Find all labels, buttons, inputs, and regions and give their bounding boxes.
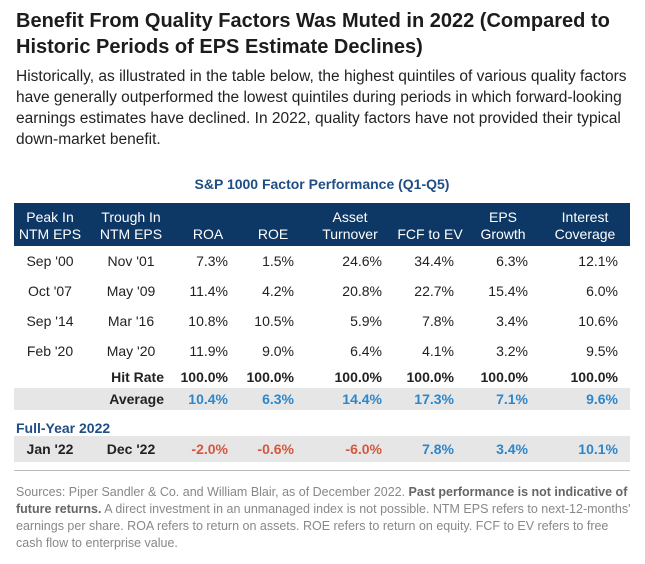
data-row: Sep '14 Mar '16 10.8% 10.5% 5.9% 7.8% 3.4% 10.6… (14, 306, 630, 336)
column-header: Peak In NTM EPS (14, 203, 86, 246)
column-header: ROA (176, 203, 240, 246)
cell: 10.6% (578, 313, 618, 329)
column-header: FCF to EV (394, 203, 466, 246)
cell: May '09 (106, 283, 156, 299)
cell: 24.6% (342, 253, 382, 269)
column-header: ROE (240, 203, 306, 246)
cell: 3.4% (466, 436, 540, 462)
data-row: Oct '07 May '09 11.4% 4.2% 20.8% 22.7% 15.4% 6.… (14, 276, 630, 306)
cell: Sep '14 (26, 313, 74, 329)
cell: 6.0% (586, 283, 618, 299)
intro: Historically, as illustrated in the tabl… (16, 68, 627, 148)
cell: -6.0% (306, 436, 394, 462)
title: Benefit From Quality Factors Was Muted i… (16, 10, 610, 58)
hit-rate-row: Hit Rate 100.0% 100.0% 100.0% 100.0% 100.0% 10… (14, 366, 630, 388)
cell: 7.3% (196, 253, 228, 269)
cell: 6.3% (240, 388, 306, 410)
sources-notes: A direct investment in an unmanaged inde… (16, 502, 631, 550)
cell: Sep '00 (26, 253, 74, 269)
cell: 20.8% (342, 283, 382, 299)
cell: 17.3% (394, 388, 466, 410)
cell: 7.8% (422, 313, 454, 329)
column-header: Asset Turnover (306, 203, 394, 246)
column-header: Trough In NTM EPS (86, 203, 176, 246)
cell: 22.7% (414, 283, 454, 299)
cell: 10.5% (254, 313, 294, 329)
cell: 7.8% (394, 436, 466, 462)
data-row: Feb '20 May '20 11.9% 9.0% 6.4% 4.1% 3.2% 9.5% (14, 336, 630, 366)
data-row: Sep '00 Nov '01 7.3% 1.5% 24.6% 34.4% 6.3% 12.1… (14, 246, 630, 276)
cell: Dec '22 (86, 436, 176, 462)
cell: 9.5% (586, 343, 618, 359)
cell: 1.5% (262, 253, 294, 269)
factor-table: Peak In NTM EPS Trough In NTM EPS ROA ROE As… (14, 203, 630, 462)
cell: Feb '20 (26, 343, 74, 359)
cell: 34.4% (414, 253, 454, 269)
column-header: Interest Coverage (540, 203, 630, 246)
column-header: EPS Growth (466, 203, 540, 246)
divider (14, 470, 630, 471)
cell: -0.6% (240, 436, 306, 462)
cell: 15.4% (488, 283, 528, 299)
table-title: S&P 1000 Factor Performance (Q1-Q5) (194, 176, 450, 192)
cell: 100.0% (334, 369, 382, 385)
cell: 3.2% (496, 343, 528, 359)
section-label: Full-Year 2022 (16, 420, 111, 436)
table-body: Sep '00 Nov '01 7.3% 1.5% 24.6% 34.4% 6.3% 12.1… (14, 246, 630, 462)
cell: Jan '22 (14, 436, 86, 462)
cell: Mar '16 (107, 313, 155, 329)
cell: 7.1% (466, 388, 540, 410)
cell: 10.8% (188, 313, 228, 329)
sources: Sources: Piper Sandler & Co. and William… (16, 484, 631, 552)
cell: 14.4% (306, 388, 394, 410)
full-year-row: Jan '22 Dec '22 -2.0% -0.6% -6.0% 7.8% 3.4% 10.… (14, 436, 630, 462)
cell: -2.0% (176, 436, 240, 462)
cell: 100.0% (406, 369, 454, 385)
average-row: Average 10.4% 6.3% 14.4% 17.3% 7.1% 9.6% (14, 388, 630, 410)
section-row: Full-Year 2022 (14, 410, 630, 436)
sources-disclaimer: Past performance is not indicative of fu… (16, 485, 628, 516)
cell: 100.0% (246, 369, 294, 385)
cell: 12.1% (578, 253, 618, 269)
cell: 11.4% (189, 283, 228, 299)
cell: Oct '07 (28, 283, 72, 299)
cell: 9.6% (540, 388, 630, 410)
sources-text: Sources: Piper Sandler & Co. and William… (16, 485, 409, 499)
cell: 10.1% (540, 436, 630, 462)
row-label: Hit Rate (111, 369, 164, 385)
cell: 5.9% (350, 313, 382, 329)
cell: 100.0% (180, 369, 228, 385)
cell: 11.9% (189, 343, 228, 359)
cell: 100.0% (570, 369, 618, 385)
cell: 4.2% (262, 283, 294, 299)
header-row: Peak In NTM EPS Trough In NTM EPS ROA ROE As… (14, 203, 630, 246)
cell: 6.4% (350, 343, 382, 359)
cell: 10.4% (176, 388, 240, 410)
row-label: Average (14, 388, 176, 410)
cell: 6.3% (496, 253, 528, 269)
cell: 100.0% (480, 369, 528, 385)
cell: 4.1% (422, 343, 454, 359)
cell: Nov '01 (107, 253, 155, 269)
cell: 9.0% (262, 343, 294, 359)
cell: 3.4% (496, 313, 528, 329)
cell: May '20 (106, 343, 156, 359)
